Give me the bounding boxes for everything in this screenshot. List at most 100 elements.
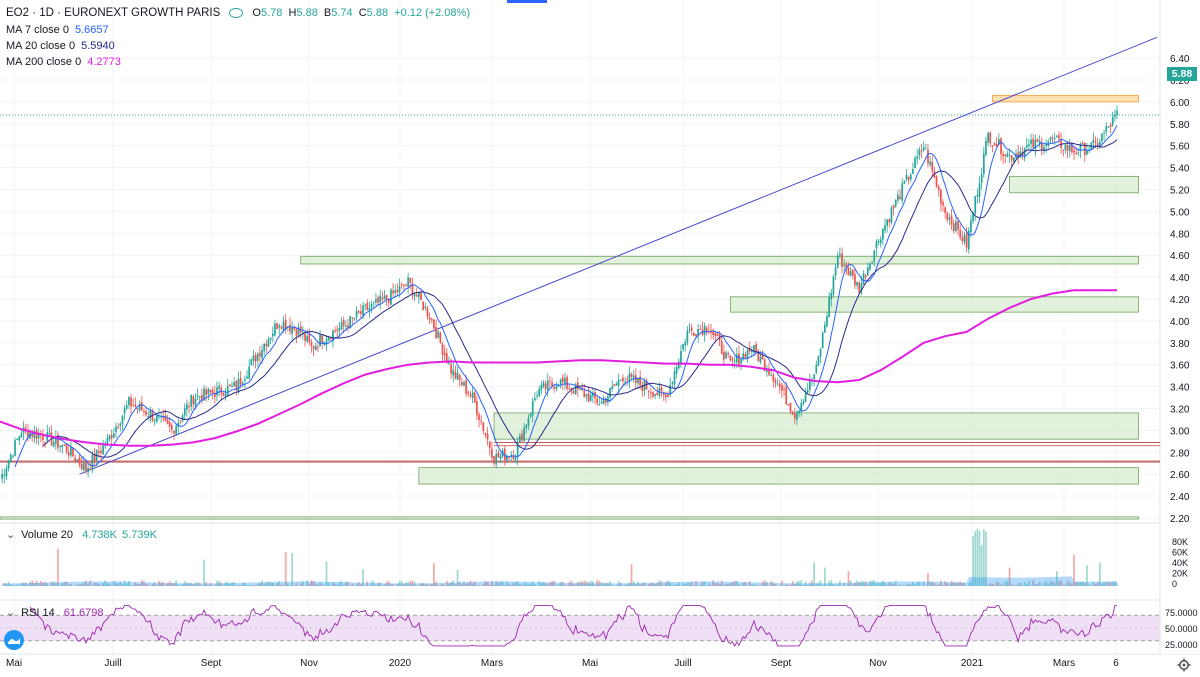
candle-body <box>519 436 521 442</box>
volume-tick-label: 60K <box>1172 548 1188 558</box>
candle-body <box>558 386 560 387</box>
candle-body <box>665 395 667 397</box>
candle-body <box>919 150 921 156</box>
candle-body <box>534 398 536 400</box>
candle-body <box>650 393 652 394</box>
candle-body <box>500 455 502 459</box>
candle-body <box>111 435 113 439</box>
candle-body <box>186 404 188 409</box>
candle-body <box>3 475 5 476</box>
collapse-icon[interactable]: ⌄ <box>6 528 14 542</box>
candle-body <box>803 402 805 404</box>
candle-body <box>439 333 441 343</box>
ohlc-close-value: 5.88 <box>367 7 388 19</box>
eye-icon[interactable] <box>229 8 243 18</box>
candle-body <box>674 371 676 384</box>
time-tick-label: Juill <box>104 658 121 669</box>
candle-body <box>850 271 852 275</box>
candle-body <box>64 444 66 445</box>
candle-body <box>487 434 489 440</box>
candle-body <box>18 436 20 440</box>
candle-body <box>137 408 139 409</box>
candle-body <box>676 367 678 373</box>
candle-body <box>381 298 383 300</box>
settings-gear-icon[interactable] <box>1177 658 1191 672</box>
candle-body <box>547 381 549 390</box>
candle-body <box>89 468 91 469</box>
candle-body <box>66 444 68 452</box>
ma20-label: MA 20 close 0 <box>6 40 75 52</box>
candle-body <box>246 376 248 378</box>
collapse-icon[interactable]: ⌄ <box>6 606 14 620</box>
candle-body <box>1112 117 1114 125</box>
candle-body <box>689 329 691 330</box>
candle-body <box>435 327 437 338</box>
volume-value-2: 5.739K <box>122 529 157 541</box>
candle-body <box>330 338 332 339</box>
candle-body <box>495 454 497 464</box>
volume-legend[interactable]: ⌄ Volume 20 4.738K 5.739K <box>6 528 163 542</box>
candle-body <box>970 221 972 233</box>
symbol-title[interactable]: EO2 · 1D · EURONEXT GROWTH PARIS <box>6 7 220 19</box>
candle-body <box>858 283 860 294</box>
time-tick-label: Mai <box>582 658 598 669</box>
rsi-tick-label: 25.0000 <box>1165 640 1198 650</box>
candle-body <box>712 332 714 335</box>
candle-body <box>394 290 396 292</box>
candle-body <box>184 408 186 415</box>
candle-body <box>794 413 796 418</box>
candle-body <box>1009 155 1011 156</box>
candle-body <box>489 441 491 448</box>
candle-body <box>1028 144 1030 146</box>
candle-body <box>409 278 411 283</box>
price-tick-label: 6.00 <box>1170 98 1190 109</box>
candle-body <box>543 383 545 387</box>
time-tick-label: Nov <box>300 658 318 669</box>
candle-body <box>717 334 719 336</box>
candle-body <box>482 423 484 431</box>
candle-body <box>366 303 368 310</box>
candle-body <box>573 391 575 394</box>
candle-body <box>609 388 611 398</box>
price-tick-label: 3.20 <box>1170 405 1190 416</box>
ohlc-open-value: 5.78 <box>261 7 282 19</box>
candle-body <box>124 408 126 414</box>
candle-body <box>1054 138 1056 139</box>
candle-body <box>616 384 618 386</box>
volume-bar <box>813 562 815 586</box>
candle-body <box>192 396 194 404</box>
candle-body <box>199 397 201 398</box>
candle-body <box>736 354 738 362</box>
candle-body <box>923 147 925 150</box>
candle-body <box>1105 126 1107 132</box>
candle-body <box>104 445 106 446</box>
candle-body <box>1030 140 1032 144</box>
candle-body <box>826 316 828 326</box>
rsi-legend[interactable]: ⌄ RSI 14 61.6798 <box>6 606 110 620</box>
candle-body <box>107 438 109 444</box>
candle-body <box>1103 133 1105 134</box>
candle-body <box>796 412 798 420</box>
candle-body <box>601 402 603 403</box>
candle-body <box>540 385 542 390</box>
candle-body <box>465 380 467 393</box>
candle-body <box>566 377 568 389</box>
candle-body <box>130 397 132 406</box>
candle-body <box>326 339 328 343</box>
candle-body <box>304 334 306 341</box>
tradingview-logo-icon[interactable] <box>4 630 24 650</box>
candle-body <box>167 420 169 424</box>
candle-body <box>594 392 596 398</box>
candle-body <box>620 380 622 381</box>
candle-body <box>427 308 429 317</box>
candle-body <box>560 379 562 384</box>
candle-body <box>98 451 100 453</box>
candle-body <box>407 278 409 287</box>
candle-body <box>122 416 124 424</box>
candle-body <box>992 145 994 146</box>
candle-body <box>914 158 916 168</box>
